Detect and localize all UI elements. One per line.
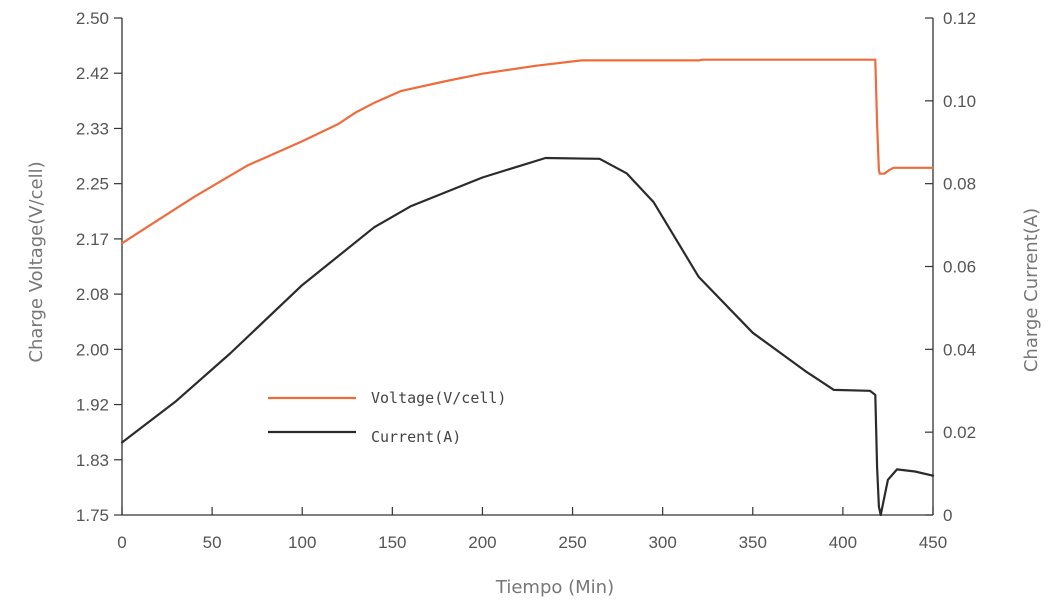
x-tick-label: 150 xyxy=(378,533,406,552)
y-tick-label: 1.75 xyxy=(76,506,109,525)
axes: 1.75 1.83 1.92 2.00 2.08 2.17 2.25 2.33 2.42 2.50… xyxy=(76,9,976,552)
x-axis-title: Tiempo (Min) xyxy=(495,577,614,598)
voltage-line xyxy=(120,58,935,245)
y-tick-label: 2.33 xyxy=(76,119,109,138)
y-tick-label: 2.25 xyxy=(76,175,109,194)
y2-tick-label: 0.04 xyxy=(943,340,976,359)
y-tick-label: 2.42 xyxy=(76,64,109,83)
y-tick-label: 2.08 xyxy=(76,285,109,304)
x-tick-label: 50 xyxy=(203,533,222,552)
y2-tick-label: 0.12 xyxy=(943,9,976,28)
x-tick-label: 400 xyxy=(829,533,857,552)
x-tick-label: 300 xyxy=(648,533,676,552)
current-line xyxy=(120,156,935,517)
x-tick-label: 100 xyxy=(288,533,316,552)
y2-tick-label: 0.08 xyxy=(943,175,976,194)
legend-label-current: Current(A) xyxy=(371,428,461,446)
x-tick-label: 450 xyxy=(919,533,947,552)
y2-tick-label: 0.06 xyxy=(943,258,976,277)
y2-tick-label: 0 xyxy=(943,506,952,525)
x-tick-label: 0 xyxy=(117,533,126,552)
y-tick-label: 2.50 xyxy=(76,9,109,28)
y-tick-label: 2.17 xyxy=(76,230,109,249)
series-lines xyxy=(120,58,935,517)
x-tick-label: 350 xyxy=(739,533,767,552)
legend: Voltage(V/cell) Current(A) xyxy=(268,389,506,446)
y-tick-label: 1.92 xyxy=(76,396,109,415)
y-axis-title: Charge Voltage(V/cell) xyxy=(26,161,47,362)
y2-axis-title: Charge Current(A) xyxy=(1021,208,1042,372)
y2-tick-label: 0.02 xyxy=(943,423,976,442)
x-tick-label: 250 xyxy=(558,533,586,552)
legend-label-voltage: Voltage(V/cell) xyxy=(371,389,506,407)
y-tick-label: 1.83 xyxy=(76,451,109,470)
x-tick-label: 200 xyxy=(468,533,496,552)
y2-tick-label: 0.10 xyxy=(943,92,976,111)
y-tick-label: 2.00 xyxy=(76,340,109,359)
